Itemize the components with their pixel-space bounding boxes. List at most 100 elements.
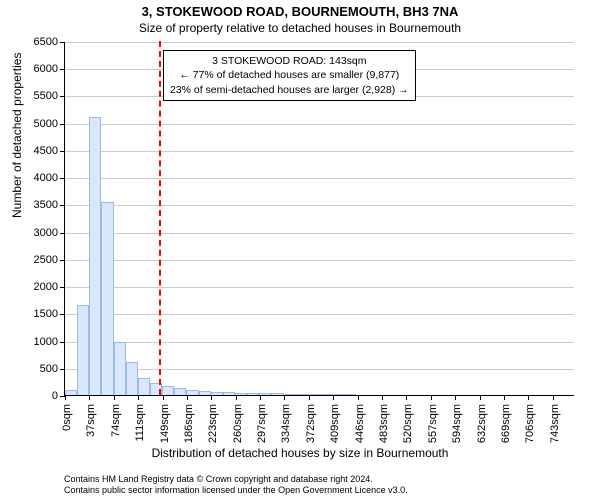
y-tick-mark — [60, 342, 65, 343]
y-tick-label: 0 — [24, 390, 58, 402]
x-tick-mark — [114, 395, 115, 400]
x-tick-mark — [406, 395, 407, 400]
x-tick-label: 111sqm — [134, 404, 146, 442]
x-tick-mark — [89, 395, 90, 400]
bar — [296, 394, 308, 395]
annotation-box: 3 STOKEWOOD ROAD: 143sqm← 77% of detache… — [163, 50, 416, 101]
x-tick-mark — [309, 395, 310, 400]
bar — [247, 393, 259, 395]
footer-line-2: Contains public sector information licen… — [64, 485, 408, 496]
x-tick-mark — [553, 395, 554, 400]
y-tick-mark — [60, 287, 65, 288]
x-tick-label: 632sqm — [476, 404, 488, 443]
x-tick-mark — [260, 395, 261, 400]
gridline-h — [65, 151, 574, 152]
x-tick-label: 706sqm — [524, 404, 536, 443]
x-tick-label: 557sqm — [427, 404, 439, 443]
x-tick-mark — [211, 395, 212, 400]
x-tick-label: 149sqm — [159, 404, 171, 443]
bar — [126, 362, 138, 395]
y-tick-mark — [60, 260, 65, 261]
x-tick-mark — [163, 395, 164, 400]
gridline-h — [65, 42, 574, 43]
x-tick-mark — [187, 395, 188, 400]
y-tick-mark — [60, 178, 65, 179]
bar — [199, 391, 211, 395]
marker-line — [159, 41, 161, 395]
x-tick-label: 37sqm — [85, 404, 97, 437]
annotation-line: ← 77% of detached houses are smaller (9,… — [170, 68, 409, 82]
bar — [211, 392, 223, 395]
annotation-line: 3 STOKEWOOD ROAD: 143sqm — [170, 54, 409, 68]
x-tick-mark — [358, 395, 359, 400]
x-tick-label: 483sqm — [378, 404, 390, 443]
x-tick-label: 446sqm — [354, 404, 366, 443]
x-tick-label: 669sqm — [500, 404, 512, 443]
x-tick-label: 409sqm — [329, 404, 341, 443]
x-tick-label: 334sqm — [280, 404, 292, 443]
y-tick-mark — [60, 314, 65, 315]
x-tick-label: 594sqm — [451, 404, 463, 443]
x-tick-label: 260sqm — [232, 404, 244, 443]
gridline-h — [65, 124, 574, 125]
x-tick-mark — [480, 395, 481, 400]
x-tick-mark — [431, 395, 432, 400]
gridline-h — [65, 260, 574, 261]
gridline-h — [65, 205, 574, 206]
gridline-h — [65, 369, 574, 370]
gridline-h — [65, 233, 574, 234]
x-tick-label: 186sqm — [183, 404, 195, 443]
x-tick-mark — [528, 395, 529, 400]
x-tick-label: 223sqm — [207, 404, 219, 443]
x-tick-label: 743sqm — [549, 404, 561, 443]
y-tick-label: 500 — [24, 363, 58, 375]
y-axis-label: Number of detached properties — [10, 53, 24, 218]
y-tick-label: 6000 — [24, 63, 58, 75]
bar — [259, 393, 271, 395]
chart-subtitle: Size of property relative to detached ho… — [0, 21, 600, 35]
bar — [344, 394, 356, 395]
y-tick-mark — [60, 69, 65, 70]
bar — [284, 394, 296, 395]
footer-attribution: Contains HM Land Registry data © Crown c… — [64, 474, 408, 497]
y-tick-label: 3500 — [24, 199, 58, 211]
annotation-line: 23% of semi-detached houses are larger (… — [170, 83, 409, 97]
x-tick-label: 0sqm — [61, 404, 73, 431]
bar — [235, 393, 247, 395]
y-tick-mark — [60, 151, 65, 152]
x-tick-label: 372sqm — [305, 404, 317, 443]
x-tick-mark — [504, 395, 505, 400]
bar — [223, 392, 235, 395]
x-tick-mark — [65, 395, 66, 400]
bar — [320, 394, 332, 395]
y-tick-label: 2000 — [24, 281, 58, 293]
y-tick-label: 5500 — [24, 90, 58, 102]
bar — [65, 390, 77, 395]
chart-container: 3, STOKEWOOD ROAD, BOURNEMOUTH, BH3 7NA … — [0, 0, 600, 500]
chart-title: 3, STOKEWOOD ROAD, BOURNEMOUTH, BH3 7NA — [0, 4, 600, 19]
x-tick-mark — [236, 395, 237, 400]
x-tick-mark — [333, 395, 334, 400]
y-tick-mark — [60, 124, 65, 125]
bar — [101, 202, 113, 395]
gridline-h — [65, 287, 574, 288]
y-tick-mark — [60, 42, 65, 43]
bar — [162, 386, 174, 395]
y-tick-mark — [60, 369, 65, 370]
y-tick-label: 1500 — [24, 308, 58, 320]
y-tick-mark — [60, 233, 65, 234]
y-tick-label: 2500 — [24, 254, 58, 266]
bar — [138, 378, 150, 395]
y-tick-label: 6500 — [24, 36, 58, 48]
x-tick-mark — [382, 395, 383, 400]
bar — [271, 393, 283, 395]
footer-line-1: Contains HM Land Registry data © Crown c… — [64, 474, 408, 485]
bar — [114, 342, 126, 395]
y-tick-label: 4500 — [24, 145, 58, 157]
y-tick-label: 4000 — [24, 172, 58, 184]
x-tick-mark — [455, 395, 456, 400]
x-tick-mark — [284, 395, 285, 400]
x-tick-mark — [138, 395, 139, 400]
bar — [89, 117, 101, 395]
bar — [77, 305, 89, 395]
